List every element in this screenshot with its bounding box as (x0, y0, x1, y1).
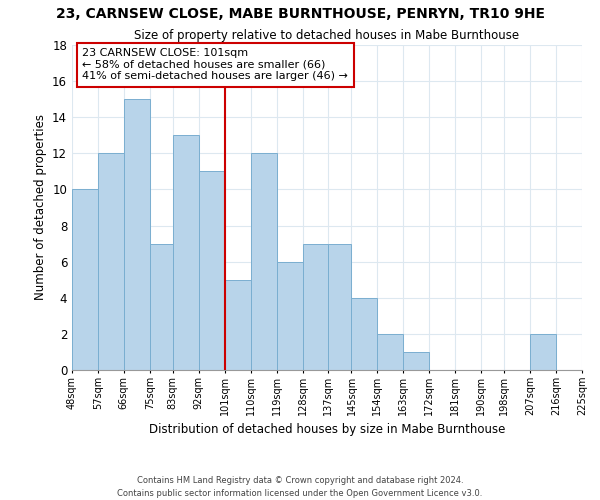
Text: 23, CARNSEW CLOSE, MABE BURNTHOUSE, PENRYN, TR10 9HE: 23, CARNSEW CLOSE, MABE BURNTHOUSE, PENR… (56, 8, 545, 22)
Y-axis label: Number of detached properties: Number of detached properties (34, 114, 47, 300)
Bar (530, 334, 556, 370)
Bar (251, 154, 277, 370)
Bar (225, 280, 251, 370)
Bar (352, 298, 377, 370)
Bar (328, 244, 352, 370)
Text: Contains HM Land Registry data © Crown copyright and database right 2024.
Contai: Contains HM Land Registry data © Crown c… (118, 476, 482, 498)
X-axis label: Distribution of detached houses by size in Mabe Burnthouse: Distribution of detached houses by size … (149, 424, 505, 436)
Bar (377, 334, 403, 370)
Bar (173, 136, 199, 370)
Bar (98, 154, 124, 370)
Bar (302, 244, 328, 370)
Bar (277, 262, 302, 370)
Bar (124, 99, 150, 370)
Bar (150, 244, 173, 370)
Title: Size of property relative to detached houses in Mabe Burnthouse: Size of property relative to detached ho… (134, 30, 520, 43)
Text: 23 CARNSEW CLOSE: 101sqm
← 58% of detached houses are smaller (66)
41% of semi-d: 23 CARNSEW CLOSE: 101sqm ← 58% of detach… (82, 48, 348, 82)
Bar (199, 172, 225, 370)
Bar (72, 190, 98, 370)
Bar (403, 352, 429, 370)
